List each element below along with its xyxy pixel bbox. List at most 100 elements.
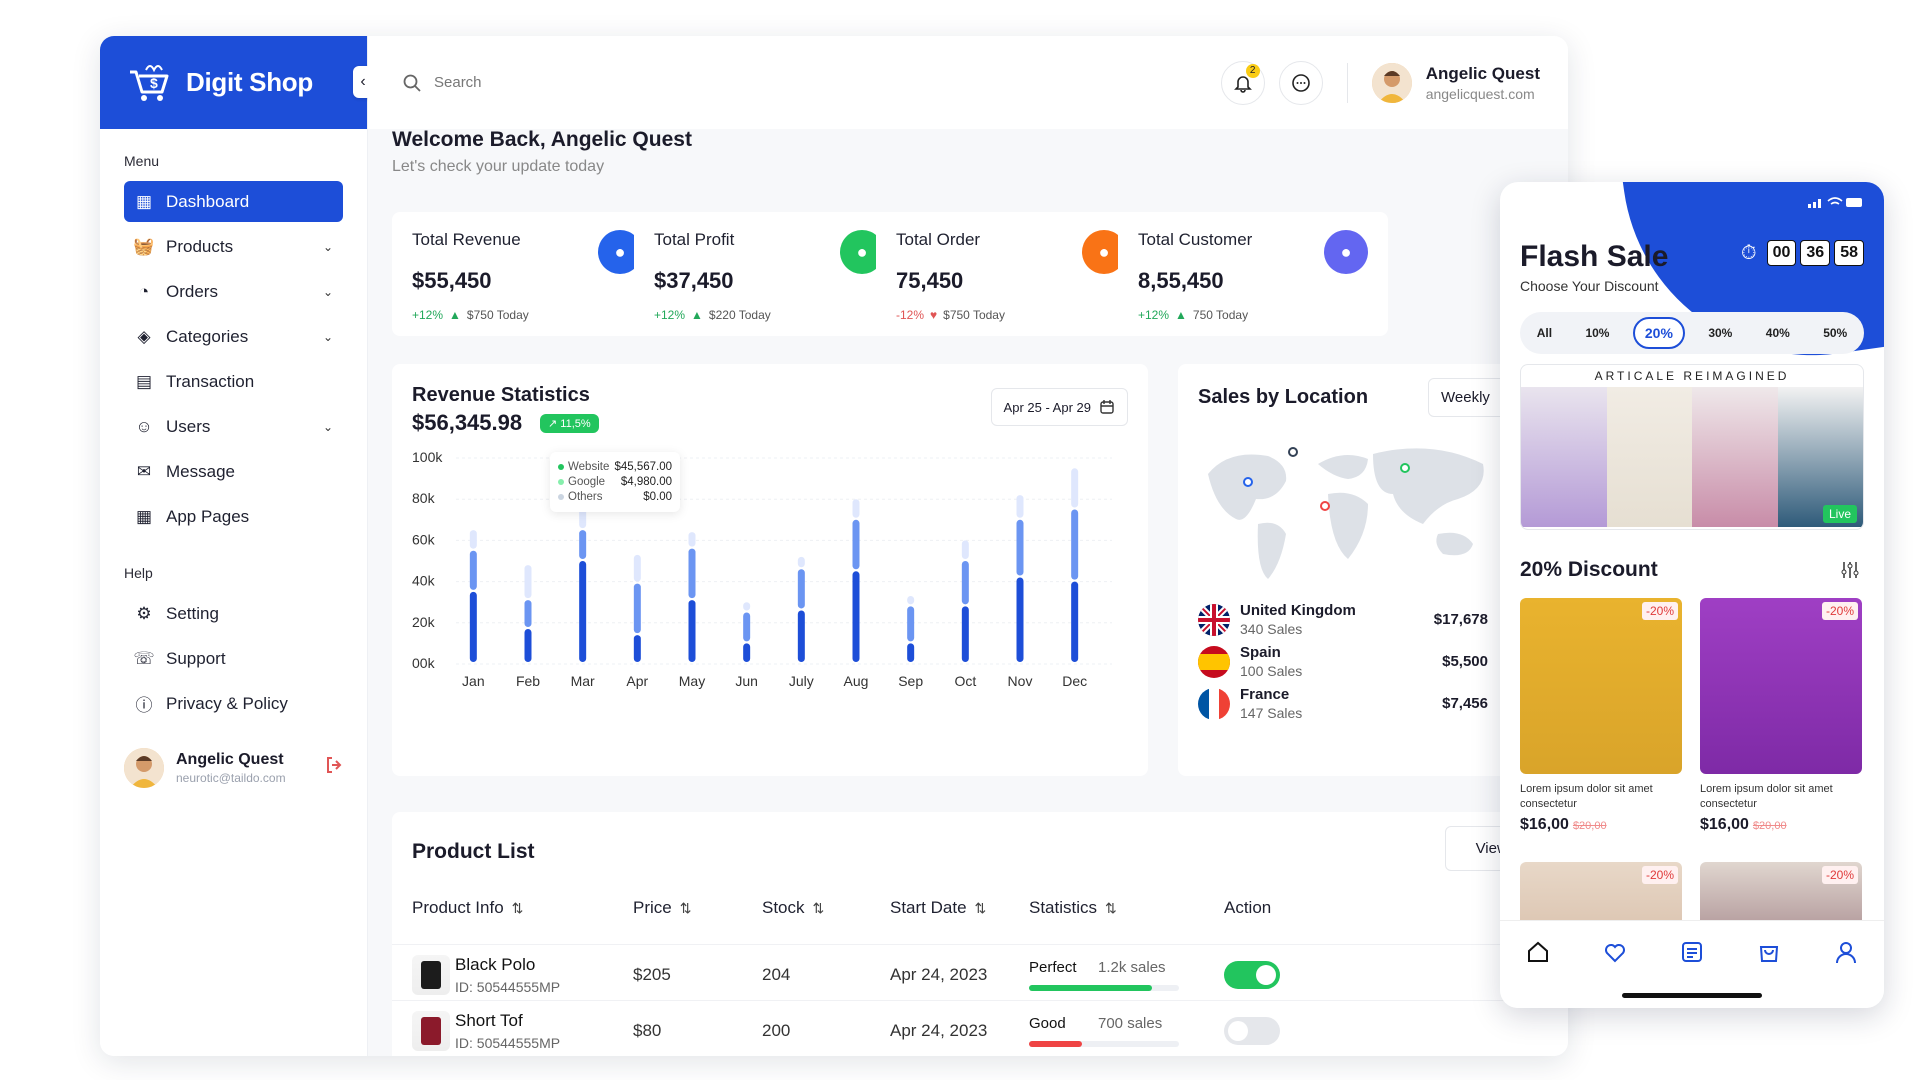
flash-sale-subtitle: Choose Your Discount [1520, 278, 1659, 294]
list-icon[interactable] [1679, 939, 1705, 970]
discount-tab[interactable]: 10% [1585, 326, 1610, 340]
sidebar-item-dashboard[interactable]: ▦ Dashboard [124, 181, 343, 222]
stat-card-total-order[interactable]: Total Order 75,450 -12% ♥ $750 Today ● [876, 212, 1146, 336]
search-input[interactable]: Search [402, 73, 482, 93]
column-header[interactable]: Price ⇅ [633, 898, 691, 918]
discount-tabs: All 10% 20% 30% 40% 50% [1520, 312, 1864, 354]
shopping-bag-icon[interactable] [1756, 939, 1782, 970]
bar-others-jun [743, 602, 751, 611]
toggle-knob [1228, 1021, 1248, 1041]
trend-up-icon: ▲ [1175, 308, 1187, 322]
messages-button[interactable] [1278, 60, 1323, 105]
sidebar-item-privacy-policy[interactable]: ⓘ Privacy & Policy [124, 683, 343, 724]
product-thumbnail [412, 955, 450, 995]
banner-images [1521, 387, 1863, 527]
sidebar-item-setting[interactable]: ⚙ Setting [124, 593, 343, 634]
top-user[interactable]: Angelic Quest angelicquest.com [1426, 64, 1540, 102]
promo-banner[interactable]: ARTICALE REIMAGINED Live [1520, 364, 1864, 530]
sidebar-item-message[interactable]: ✉ Message [124, 451, 343, 492]
avatar[interactable] [1371, 62, 1412, 103]
bar-website-feb [524, 628, 532, 662]
column-header[interactable]: Product Info ⇅ [412, 898, 523, 918]
date-range-picker[interactable]: Apr 25 - Apr 29 [990, 388, 1128, 426]
info-icon: ⓘ [135, 696, 153, 715]
product-active-toggle[interactable] [1224, 1017, 1280, 1045]
filter-sliders-icon[interactable] [1840, 560, 1860, 585]
sidebar-item-products[interactable]: 🧺 Products ⌄ [124, 226, 343, 267]
sidebar-item-categories[interactable]: ◈ Categories ⌄ [124, 316, 343, 357]
notifications-button[interactable]: 2 [1220, 60, 1265, 105]
topbar: Search 2 Angelic Quest angelicquest.com [368, 36, 1568, 129]
page-subtitle: Let's check your update today [392, 158, 605, 175]
sidebar-item-transaction[interactable]: ▤ Transaction [124, 361, 343, 402]
profile-icon[interactable] [1833, 939, 1859, 970]
x-tick-label: Mar [571, 673, 595, 689]
product-description: Lorem ipsum dolor sit amet consectetur [1700, 783, 1833, 810]
sidebar-item-support[interactable]: ☏ Support [124, 638, 343, 679]
heart-icon[interactable] [1602, 939, 1628, 970]
x-tick-label: Aug [844, 673, 869, 689]
country-name: United Kingdom [1240, 602, 1356, 619]
bar-website-oct [961, 606, 969, 662]
stat-change: -12% [896, 308, 925, 322]
tooltip-series: Google [568, 476, 606, 488]
stat-card-total-customer[interactable]: Total Customer 8,55,450 +12% ▲ 750 Today ● [1118, 212, 1388, 336]
product-info: Black Polo ID: 50544555MP [455, 955, 560, 995]
bar-others-oct [961, 540, 969, 559]
stat-label: Total Order [896, 230, 981, 249]
sidebar-item-users[interactable]: ☺ Users ⌄ [124, 406, 343, 447]
countdown-timer: ⏱ 00 36 58 [1741, 240, 1864, 266]
product-start-date: Apr 24, 2023 [890, 965, 988, 984]
revenue-change: 11,5% [560, 418, 591, 430]
top-user-name: Angelic Quest [1425, 63, 1540, 83]
country-sales: 340 Sales [1240, 621, 1303, 637]
bar-google-feb [524, 600, 532, 627]
product-image [421, 961, 441, 989]
bar-others-feb [524, 565, 532, 599]
column-header[interactable]: Statistics ⇅ [1029, 898, 1117, 918]
product-card[interactable]: -20% Lorem ipsum dolor sit amet consectet… [1520, 598, 1682, 834]
column-header-label: Action [1224, 898, 1272, 917]
product-old-price: $20,00 [1572, 820, 1607, 832]
column-header[interactable]: Start Date ⇅ [890, 898, 986, 918]
bar-others-july [797, 556, 805, 568]
product-active-toggle[interactable] [1224, 961, 1280, 989]
live-badge: Live [1822, 505, 1857, 523]
signal-icon [1808, 197, 1862, 208]
discount-tab[interactable]: 50% [1823, 326, 1848, 340]
product-price-row: $16,00 $20,00 [1520, 816, 1682, 834]
stat-card-total-profit[interactable]: Total Profit $37,450 +12% ▲ $220 Today ● [634, 212, 904, 336]
discount-tab[interactable]: 40% [1765, 326, 1790, 340]
column-header-label: Price [633, 898, 672, 917]
discount-tab[interactable]: 30% [1708, 326, 1733, 340]
y-tick-label: 60k [412, 531, 436, 547]
sidebar-item-label: Privacy & Policy [166, 693, 288, 713]
column-header[interactable]: Stock ⇅ [762, 898, 824, 918]
location-info: United Kingdom 340 Sales [1240, 602, 1356, 637]
brand-header[interactable]: $ Digit Shop ‹ [100, 36, 373, 129]
status-label: Perfect [1029, 959, 1077, 976]
discount-tab[interactable]: All [1536, 326, 1553, 340]
stat-card-total-revenue[interactable]: Total Revenue $55,450 +12% ▲ $750 Today ● [392, 212, 662, 336]
sidebar-item-orders[interactable]: ◔ Orders ⌄ [124, 271, 343, 312]
bar-google-mar [579, 530, 587, 559]
home-indicator [1622, 993, 1762, 998]
discount-tab[interactable]: 20% [1632, 317, 1685, 349]
sort-icon: ⇅ [812, 899, 825, 916]
sidebar-item-app-pages[interactable]: ▦ App Pages [124, 496, 343, 537]
revenue-change-badge: ↗ 11,5% [540, 414, 599, 433]
tooltip-row: Website $45,567.00 [558, 461, 672, 473]
sidebar-item-label: Users [166, 416, 211, 436]
home-icon[interactable] [1525, 939, 1551, 970]
product-card[interactable]: -20% Lorem ipsum dolor sit amet consectet… [1700, 598, 1862, 834]
revenue-title: Revenue Statistics [412, 384, 590, 406]
logout-icon[interactable] [324, 755, 344, 781]
sidebar-user[interactable]: Angelic Quest neurotic@taildo.com [124, 748, 344, 788]
country-sales: 100 Sales [1240, 663, 1303, 679]
country-name: France [1240, 686, 1290, 703]
y-tick-label: 100k [412, 449, 443, 465]
sales-by-location-card: Sales by Location Weekly United Kingdom 3… [1178, 364, 1528, 776]
